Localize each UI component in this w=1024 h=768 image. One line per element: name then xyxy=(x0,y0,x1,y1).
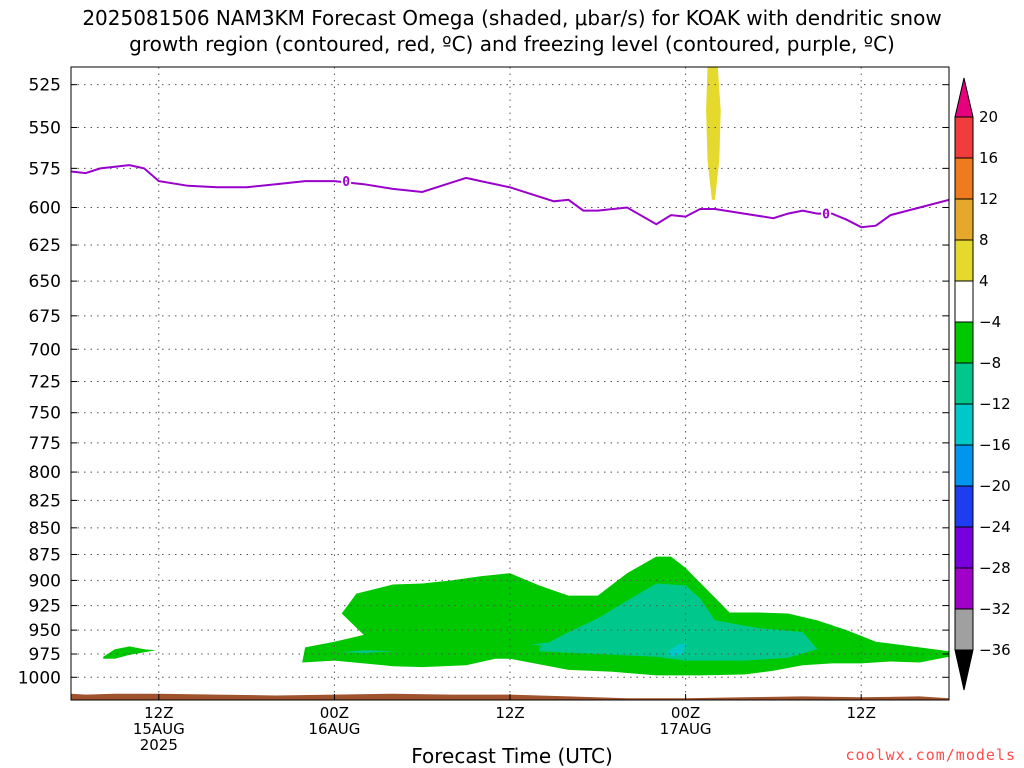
colorbar-label: −36 xyxy=(979,641,1011,659)
colorbar-label: −16 xyxy=(979,436,1011,454)
colorbar-legend: 20 16 12 8 4 −4 −8 −12 −16 −20 −24 −28 −32 −36 xyxy=(954,77,1011,691)
x-tick-label: 00Z xyxy=(671,704,700,722)
omega-region-sinking-column xyxy=(706,67,721,200)
y-tick-label-725: 725 xyxy=(29,373,61,393)
y-tick-label-850: 850 xyxy=(29,519,61,539)
x-tick-label: 17AUG xyxy=(660,720,712,738)
x-tick-label: 12Z xyxy=(144,704,173,722)
colorbar-bin xyxy=(954,485,974,528)
colorbar-label: −4 xyxy=(979,313,1001,331)
y-tick-label-575: 575 xyxy=(29,159,61,179)
x-tick-label: 12Z xyxy=(495,704,524,722)
y-tick-label-800: 800 xyxy=(29,463,61,483)
omega-region-stronger-rising-core xyxy=(668,643,686,657)
omega-region-moderate-rising xyxy=(539,583,818,661)
x-tick-label: 2025 xyxy=(140,736,178,754)
omega-region-moderate-rising-small-b xyxy=(532,642,562,647)
colorbar-bin xyxy=(954,362,974,405)
y-tick-label-825: 825 xyxy=(29,491,61,511)
y-tick-label-975: 975 xyxy=(29,645,61,665)
y-tick-label-650: 650 xyxy=(29,272,61,292)
pressure-axis: 525 550 575 600 625 650 675 700 725 750 775 800 825 8… xyxy=(18,76,949,688)
y-tick-label-550: 550 xyxy=(29,118,61,138)
y-tick-label-950: 950 xyxy=(29,621,61,641)
colorbar-bin xyxy=(954,198,974,241)
credit-text: coolwx.com/models xyxy=(845,746,1016,764)
freezing-level-line xyxy=(71,164,949,229)
colorbar-bin xyxy=(954,280,974,323)
colorbar-bin xyxy=(954,403,974,446)
omega-region-weak-rising-left-blob xyxy=(103,646,156,659)
colorbar-label: 20 xyxy=(979,108,998,126)
x-tick-label: 00Z xyxy=(320,704,349,722)
colorbar-bin xyxy=(954,116,974,159)
x-axis-title: Forecast Time (UTC) xyxy=(411,744,613,768)
colorbar-bin xyxy=(954,157,974,200)
colorbar-label: −24 xyxy=(979,518,1011,536)
colorbar-label: 12 xyxy=(979,190,998,208)
colorbar-label: −20 xyxy=(979,477,1011,495)
chart-title-line2: growth region (contoured, red, ºC) and f… xyxy=(129,32,895,56)
colorbar-label: −8 xyxy=(979,354,1001,372)
y-tick-label-875: 875 xyxy=(29,545,61,565)
y-tick-label-625: 625 xyxy=(29,236,61,256)
contour-label-bg xyxy=(341,173,352,190)
y-tick-label-925: 925 xyxy=(29,597,61,617)
contour-label-bg xyxy=(821,205,832,222)
y-tick-label-675: 675 xyxy=(29,307,61,327)
colorbar-bin xyxy=(954,321,974,364)
colorbar-label: −28 xyxy=(979,559,1011,577)
y-tick-label-600: 600 xyxy=(29,198,61,218)
omega-region-moderate-rising-small-a xyxy=(341,650,393,654)
colorbar-bin xyxy=(954,649,974,691)
colorbar-label: −32 xyxy=(979,600,1011,618)
colorbar-bin xyxy=(954,567,974,610)
y-tick-label-525: 525 xyxy=(29,76,61,96)
colorbar-label: −12 xyxy=(979,395,1011,413)
y-tick-label-900: 900 xyxy=(29,571,61,591)
x-tick-label: 16AUG xyxy=(308,720,360,738)
colorbar-bin xyxy=(954,77,974,118)
colorbar-label: 16 xyxy=(979,149,998,167)
x-tick-label: 12Z xyxy=(847,704,876,722)
colorbar-bin xyxy=(954,608,974,651)
chart-title-line1: 2025081506 NAM3KM Forecast Omega (shaded… xyxy=(82,6,942,30)
omega-shading xyxy=(103,67,949,676)
colorbar-label: 8 xyxy=(979,231,989,249)
colorbar-label: 4 xyxy=(979,272,989,290)
y-tick-label-1000: 1000 xyxy=(18,668,61,688)
colorbar-bin xyxy=(954,239,974,282)
y-tick-label-775: 775 xyxy=(29,434,61,454)
x-tick-label: 15AUG xyxy=(133,720,185,738)
y-tick-label-700: 700 xyxy=(29,340,61,360)
contour-label-0: 0 xyxy=(342,175,350,190)
colorbar-bin xyxy=(954,444,974,487)
gridlines xyxy=(71,67,949,700)
colorbar-bin xyxy=(954,526,974,569)
freezing-level-layer: 00 xyxy=(71,164,949,229)
y-tick-label-750: 750 xyxy=(29,404,61,424)
contour-label-1: 0 xyxy=(822,208,830,223)
